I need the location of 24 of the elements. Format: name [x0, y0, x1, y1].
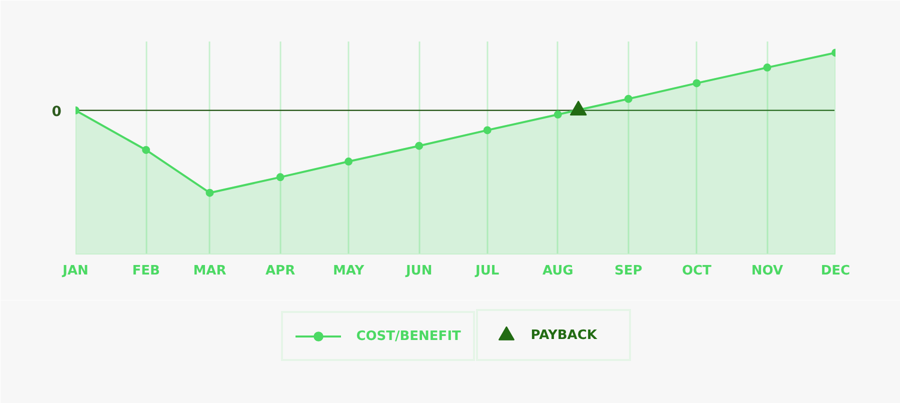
x-tick-label: JAN	[62, 264, 88, 278]
x-tick-label: MAR	[193, 264, 226, 278]
x-tick-label: JUL	[474, 264, 500, 278]
x-tick-label: SEP	[614, 264, 642, 278]
point	[344, 158, 353, 166]
point	[483, 126, 492, 134]
x-tick-label: FEB	[132, 264, 160, 278]
x-tick-label: MAY	[332, 264, 365, 278]
x-tick-label: NOV	[751, 264, 784, 278]
point	[624, 94, 632, 103]
legend-label: COST/BENEFIT	[356, 328, 461, 344]
point	[692, 79, 701, 88]
legend-label: PAYBACK	[530, 328, 598, 342]
x-tick-label: JUN	[404, 264, 432, 278]
point	[415, 142, 424, 150]
point	[554, 110, 562, 119]
ref-line-label: 0	[52, 104, 62, 120]
x-tick-label: OCT	[682, 264, 712, 278]
point	[763, 64, 772, 72]
x-tick-label: APR	[265, 264, 296, 278]
x-tick-label: DEC	[820, 264, 850, 278]
x-tick-label: AUG	[542, 264, 574, 278]
point	[276, 173, 284, 182]
point	[206, 188, 214, 197]
